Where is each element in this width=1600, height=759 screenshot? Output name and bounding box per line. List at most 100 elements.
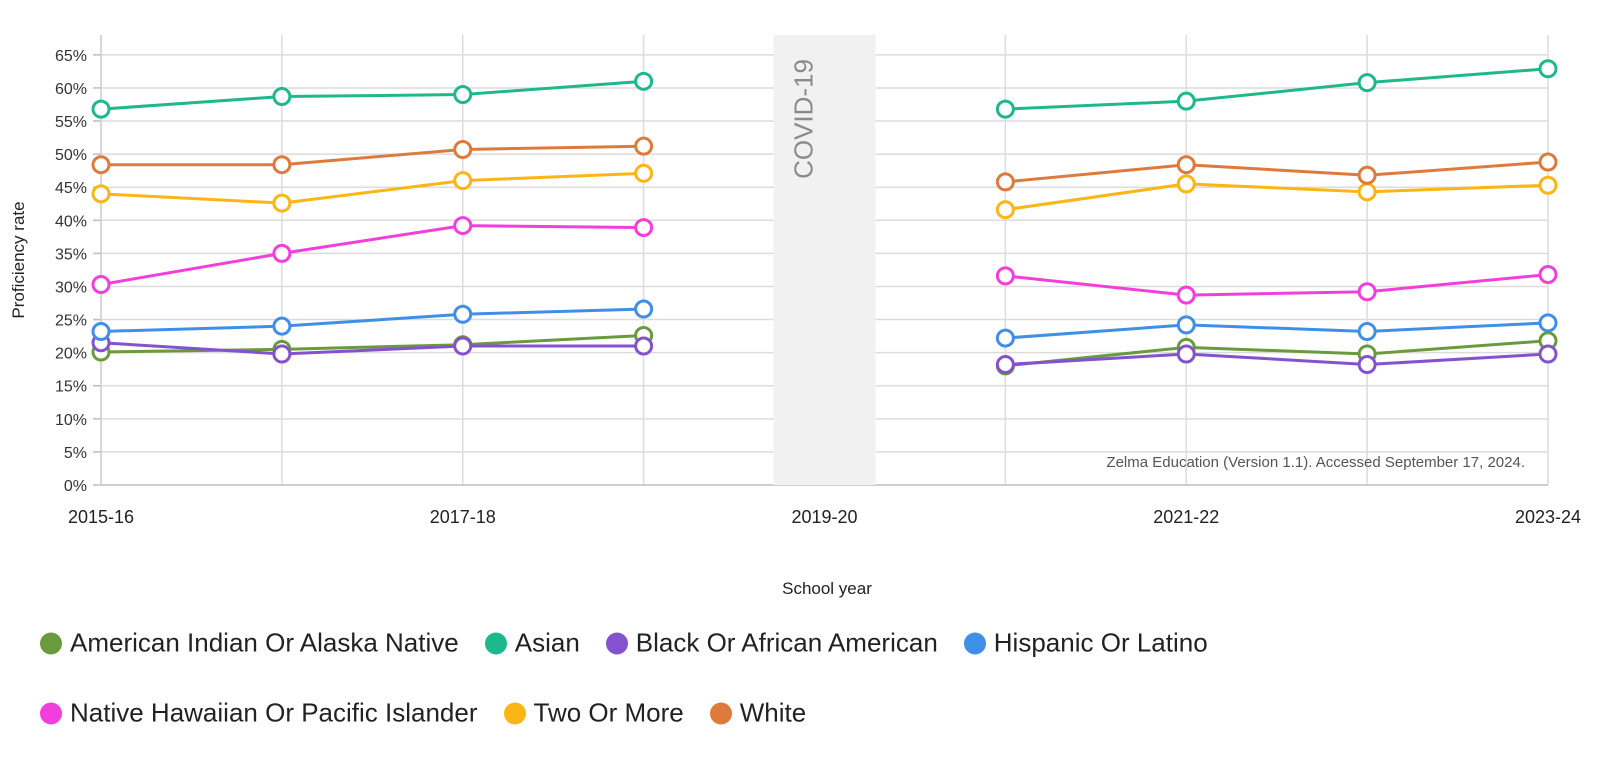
y-tick-label: 15% (55, 379, 87, 396)
legend-item[interactable]: White (709, 698, 806, 729)
data-point[interactable] (1176, 91, 1196, 111)
data-point[interactable] (1176, 155, 1196, 175)
y-tick-label: 45% (55, 180, 87, 197)
data-point[interactable] (1357, 165, 1377, 185)
data-point[interactable] (1176, 174, 1196, 194)
legend-dot-icon (503, 702, 526, 724)
data-point[interactable] (1357, 73, 1377, 93)
x-axis: 2015-16 2017-18 2019-20 2021-22 2023-24 (68, 507, 1581, 527)
series-group (91, 299, 1558, 348)
data-point[interactable] (1538, 59, 1558, 79)
y-tick-label: 20% (55, 346, 87, 363)
series-line (100, 307, 644, 333)
series-line (100, 79, 644, 111)
y-tick-label: 5% (64, 445, 87, 462)
legend-dot-icon (963, 632, 986, 654)
series-group (91, 59, 1558, 119)
legend-row: Native Hawaiian Or Pacific Islander Two O… (40, 698, 1560, 729)
y-tick-label: 30% (55, 279, 87, 296)
series-line (1005, 352, 1549, 367)
data-point[interactable] (91, 99, 111, 119)
data-point[interactable] (1538, 265, 1558, 285)
y-tick-label: 50% (55, 147, 87, 164)
y-tick-label: 60% (55, 81, 87, 98)
legend-dot-icon (40, 702, 62, 724)
data-point[interactable] (453, 304, 473, 324)
x-tick-label: 2023-24 (1515, 507, 1581, 527)
series-line (100, 333, 644, 354)
legend-item[interactable]: Native Hawaiian Or Pacific Islander (40, 698, 478, 729)
data-point[interactable] (272, 193, 292, 213)
y-tick-label: 25% (55, 313, 87, 330)
proficiency-line-chart: COVID-19 0% 5% 10% 15% 20% 25% 30% 35% 40% 45% 50%… (9, 35, 1581, 598)
x-tick-label: 2019-20 (791, 507, 857, 527)
legend-item[interactable]: Two Or More (503, 697, 684, 729)
source-note: Zelma Education (Version 1.1). Accessed … (1106, 454, 1525, 471)
data-point[interactable] (634, 136, 654, 156)
data-point[interactable] (995, 266, 1015, 286)
data-point[interactable] (91, 155, 111, 175)
legend-label: Black Or African American (635, 627, 938, 658)
y-tick-label: 55% (55, 114, 87, 131)
data-point[interactable] (453, 216, 473, 236)
x-tick-label: 2015-16 (68, 507, 134, 527)
data-point[interactable] (453, 171, 473, 191)
data-point[interactable] (272, 344, 292, 364)
data-point[interactable] (995, 200, 1015, 220)
data-point[interactable] (91, 274, 111, 294)
data-point[interactable] (1538, 152, 1558, 172)
data-point[interactable] (1538, 175, 1558, 195)
data-point[interactable] (634, 71, 654, 91)
covid-band-rect (773, 35, 876, 485)
legend-item[interactable]: American Indian Or Alaska Native (40, 628, 459, 659)
data-point[interactable] (995, 355, 1015, 375)
legend-label: Native Hawaiian Or Pacific Islander (70, 697, 478, 728)
data-point[interactable] (1357, 182, 1377, 202)
series-line (1005, 67, 1549, 111)
legend-item[interactable]: Asian (484, 627, 580, 659)
data-point[interactable] (453, 336, 473, 356)
legend-label: Hispanic Or Latino (993, 627, 1208, 658)
legend-item[interactable]: Hispanic Or Latino (963, 627, 1208, 659)
legend-label: Two Or More (533, 697, 684, 728)
y-axis-label: Proficiency rate (9, 201, 28, 318)
y-tick-label: 10% (55, 412, 87, 429)
data-point[interactable] (634, 336, 654, 356)
data-point[interactable] (995, 99, 1015, 119)
data-point[interactable] (1538, 313, 1558, 333)
data-point[interactable] (272, 243, 292, 263)
data-point[interactable] (91, 321, 111, 341)
data-point[interactable] (1538, 344, 1558, 364)
data-point[interactable] (995, 328, 1015, 348)
legend-label: American Indian Or Alaska Native (70, 627, 459, 658)
y-tick-label: 35% (55, 246, 87, 263)
data-point[interactable] (1176, 315, 1196, 335)
data-point[interactable] (1357, 355, 1377, 375)
data-point[interactable] (1357, 282, 1377, 302)
data-point[interactable] (453, 85, 473, 105)
data-point[interactable] (1176, 344, 1196, 364)
data-point[interactable] (453, 139, 473, 159)
series-line (101, 144, 644, 167)
legend-item[interactable]: Black Or African American (605, 627, 938, 659)
data-point[interactable] (634, 163, 654, 183)
data-point[interactable] (91, 184, 111, 204)
legend-dot-icon (40, 632, 62, 654)
data-point[interactable] (272, 87, 292, 107)
data-point[interactable] (634, 299, 654, 319)
series-line (1005, 182, 1549, 212)
data-point[interactable] (272, 155, 292, 175)
series-line (100, 171, 644, 205)
data-point[interactable] (1357, 321, 1377, 341)
series-line (1005, 321, 1549, 340)
data-point[interactable] (995, 172, 1015, 192)
data-point[interactable] (634, 218, 654, 238)
legend-label: Asian (514, 627, 580, 658)
y-tick-label: 40% (55, 213, 87, 230)
y-axis: 0% 5% 10% 15% 20% 25% 30% 35% 40% 45% 50% 55% 60% 65% (55, 35, 102, 495)
x-tick-label: 2021-22 (1153, 507, 1219, 527)
series-lines (91, 59, 1558, 376)
legend-dot-icon (605, 632, 628, 654)
data-point[interactable] (1176, 285, 1196, 305)
data-point[interactable] (272, 316, 292, 336)
